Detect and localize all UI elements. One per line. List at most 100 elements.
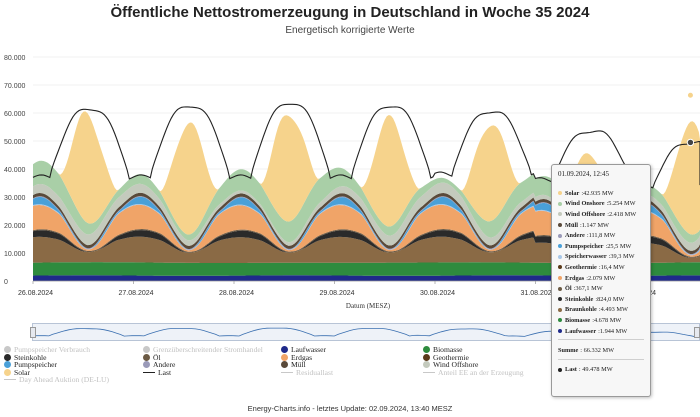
area-erdgas[interactable] <box>33 204 700 258</box>
tooltip-last-row: Last: 49.478 MW <box>558 364 644 375</box>
tooltip-series-value: 824,0 MW <box>597 295 625 303</box>
legend-item-solar[interactable]: Solar <box>4 368 30 377</box>
legend-label: Biomasse <box>433 345 463 354</box>
tooltip-series-label: Speicherwasser <box>565 253 607 261</box>
legend-item-laufwasser[interactable]: Laufwasser <box>281 345 326 354</box>
tooltip-series-label: Wind Offshore <box>565 210 606 218</box>
tooltip-series-label: Steinkohle <box>565 295 594 303</box>
legend-label: Erdgas <box>291 352 313 362</box>
area-wind-offshore[interactable] <box>33 182 700 252</box>
y-tick-label: 40.000 <box>4 167 26 174</box>
legend-symbol <box>423 361 430 369</box>
tooltip-series-dot <box>558 223 562 228</box>
legend-symbol <box>423 346 430 353</box>
legend-label: Öl <box>153 352 161 362</box>
area-müll[interactable] <box>33 192 700 255</box>
tooltip-row: Biomasse: 4.678 MW <box>558 315 644 326</box>
legend-item-erdgas[interactable]: Erdgas <box>281 353 312 362</box>
legend-item-biomasse[interactable]: Biomasse <box>423 345 463 354</box>
tooltip-series-dot <box>558 307 562 312</box>
legend-label: Geothermie <box>433 352 469 362</box>
tooltip-series-dot <box>558 233 562 238</box>
tooltip-series-label: Wind Onshore <box>565 200 605 208</box>
y-tick-label: 10.000 <box>4 251 26 258</box>
legend-item-last[interactable]: Last <box>143 368 171 377</box>
stacked-area-chart[interactable]: 0 10.000 20.000 30.000 40.000 50.000 60.000 70.… <box>0 0 700 320</box>
area-laufwasser[interactable] <box>33 275 700 281</box>
legend-symbol <box>4 353 11 361</box>
tooltip-row: Müll: 1.147 MW <box>558 220 644 231</box>
tooltip-row: Öl: 367,1 MW <box>558 283 644 294</box>
tooltip-series-value: 4.493 MW <box>600 306 628 314</box>
tooltip-row: Andere: 111,8 MW <box>558 230 644 241</box>
legend-label: Wind Offshore <box>433 360 479 370</box>
legend-item-müll[interactable]: Müll <box>281 360 306 369</box>
legend-item-andere[interactable]: Andere <box>143 360 175 369</box>
legend-item-wind-offshore[interactable]: Wind Offshore <box>423 360 478 369</box>
area-biomasse[interactable] <box>33 262 700 276</box>
x-tick-label: 31.08.2024 <box>521 290 556 297</box>
tooltip-series-dot <box>558 244 562 249</box>
y-tick-label: 60.000 <box>4 111 26 118</box>
tooltip-series-value: 4.678 MW <box>593 316 622 324</box>
area-braunkohle[interactable] <box>33 236 700 264</box>
tooltip-series-value: 5.254 MW <box>608 200 636 208</box>
legend-item-residuallast[interactable]: Residuallast <box>281 368 333 377</box>
tooltip-series-value: 111,8 MW <box>588 232 616 240</box>
legend-label: Pumpspeicher <box>14 360 58 370</box>
tooltip-sum-label: Summe <box>558 346 579 354</box>
legend-item-steinkohle[interactable]: Steinkohle <box>4 353 46 362</box>
legend-item-geothermie[interactable]: Geothermie <box>423 353 469 362</box>
tooltip-series-label: Biomasse <box>565 316 591 324</box>
line-last[interactable] <box>32 103 700 189</box>
legend-item-öl[interactable]: Öl <box>143 353 161 362</box>
area-andere[interactable] <box>33 196 700 256</box>
tooltip-series-dot <box>558 191 562 196</box>
chart-title: Öffentliche Nettostromerzeugung in Deuts… <box>110 4 590 21</box>
legend-symbol <box>423 353 430 361</box>
tooltip-series-value: 1.944 MW <box>599 327 628 335</box>
tooltip-row: Wind Onshore: 5.254 MW <box>558 199 644 210</box>
area-solar[interactable] <box>33 111 700 235</box>
tooltip-row: Erdgas: 2.079 MW <box>558 273 644 284</box>
legend-item-grenzüberschreitender-stromhandel[interactable]: Grenzüberschreitender Stromhandel <box>143 345 263 354</box>
legend-label: Day Ahead Auktion (DE-LU) <box>19 375 110 385</box>
tooltip-series-label: Andere <box>565 232 585 240</box>
legend-label: Residuallast <box>296 367 334 377</box>
legend-item-pumpspeicher[interactable]: Pumpspeicher <box>4 360 57 369</box>
legend-label: Müll <box>291 360 306 370</box>
tooltip-series-label: Pumpspeicher <box>565 242 604 250</box>
legend-symbol <box>4 379 16 381</box>
x-tick-label: 28.08.2024 <box>219 290 254 297</box>
tooltip-series-dot <box>558 254 562 259</box>
tooltip-series-value: 367,1 MW <box>575 285 603 293</box>
hover-marker-last <box>686 138 695 147</box>
legend-label: Laufwasser <box>291 345 326 354</box>
tooltip-divider-2 <box>558 359 644 361</box>
tooltip-series-value: 39,3 MW <box>610 253 635 261</box>
tooltip-series-label: Müll <box>565 221 578 229</box>
legend-symbol <box>423 371 435 373</box>
area-steinkohle[interactable] <box>33 230 700 259</box>
x-tick-label: 30.08.2024 <box>420 290 455 297</box>
y-tick-label: 50.000 <box>4 139 26 146</box>
legend-symbol <box>281 361 288 369</box>
navigator-left-handle[interactable] <box>30 327 36 338</box>
navigator-right-handle[interactable] <box>694 327 700 338</box>
legend-item-anteil-ee-an-der-erzeugung[interactable]: Anteil EE an der Erzeugung <box>423 368 524 377</box>
tooltip-series-dot <box>558 276 562 281</box>
tooltip-row: Wind Offshore: 2.418 MW <box>558 209 644 220</box>
area-wind-onshore[interactable] <box>33 160 700 249</box>
legend-item-pumpspeicher-verbrauch[interactable]: Pumpspeicher Verbrauch <box>4 345 90 354</box>
tooltip-row: Steinkohle: 824,0 MW <box>558 294 644 305</box>
tooltip-series-label: Braunkohle <box>565 306 597 314</box>
legend-item-day-ahead-auktion-de-lu-[interactable]: Day Ahead Auktion (DE-LU) <box>4 375 109 384</box>
tooltip-series-dot <box>558 201 562 206</box>
hover-marker-solar <box>686 91 694 99</box>
legend-symbol <box>281 371 293 373</box>
tooltip-sum-value: 66.332 MW <box>583 346 615 354</box>
legend-symbol <box>143 346 150 353</box>
legend-symbol <box>143 353 150 361</box>
y-tick-label: 30.000 <box>4 195 26 202</box>
legend-symbol <box>4 361 11 369</box>
